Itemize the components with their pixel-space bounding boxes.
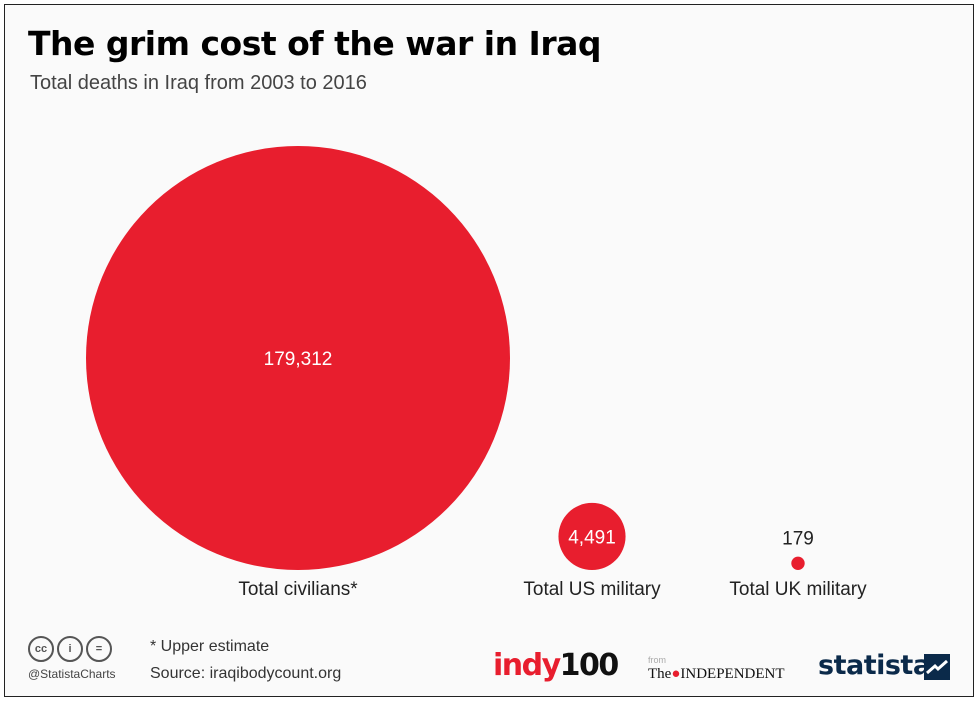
chart-subtitle: Total deaths in Iraq from 2003 to 2016 xyxy=(30,72,367,94)
statista-mark-icon xyxy=(924,654,950,680)
chart-title: The grim cost of the war in Iraq xyxy=(28,24,602,63)
source-note: Source: iraqibodycount.org xyxy=(150,665,342,682)
statista-handle: @StatistaCharts xyxy=(28,667,116,681)
independent-logo-name: INDEPENDENT xyxy=(680,666,785,682)
bubble-uk-military xyxy=(791,556,805,570)
no-derivatives-icon: = xyxy=(86,636,112,662)
value-label-us-military: 4,491 xyxy=(568,527,616,548)
independent-dot-icon: ● xyxy=(671,666,681,682)
category-label-civilians: Total civilians* xyxy=(238,579,358,600)
independent-logo-prefix: The xyxy=(648,666,672,682)
value-label-uk-military: 179 xyxy=(782,529,814,550)
indy100-logo: indy100 xyxy=(493,648,620,683)
cc-icon: cc xyxy=(28,636,54,662)
indy100-logo-part2: 100 xyxy=(559,648,620,683)
statista-logo: statista xyxy=(818,650,931,681)
from-label: from xyxy=(648,655,666,665)
attribution-icon: i xyxy=(57,636,83,662)
indy100-logo-part1: indy xyxy=(493,648,561,683)
footnote: * Upper estimate xyxy=(150,638,270,655)
category-label-uk-military: Total UK military xyxy=(729,579,867,600)
license-icons: cc i = xyxy=(28,636,112,662)
independent-logo: The●INDEPENDENT xyxy=(648,666,785,683)
category-label-us-military: Total US military xyxy=(523,579,661,600)
bubble-civilians xyxy=(86,146,510,570)
value-label-civilians: 179,312 xyxy=(264,349,333,370)
bubble-us-military xyxy=(558,502,626,570)
